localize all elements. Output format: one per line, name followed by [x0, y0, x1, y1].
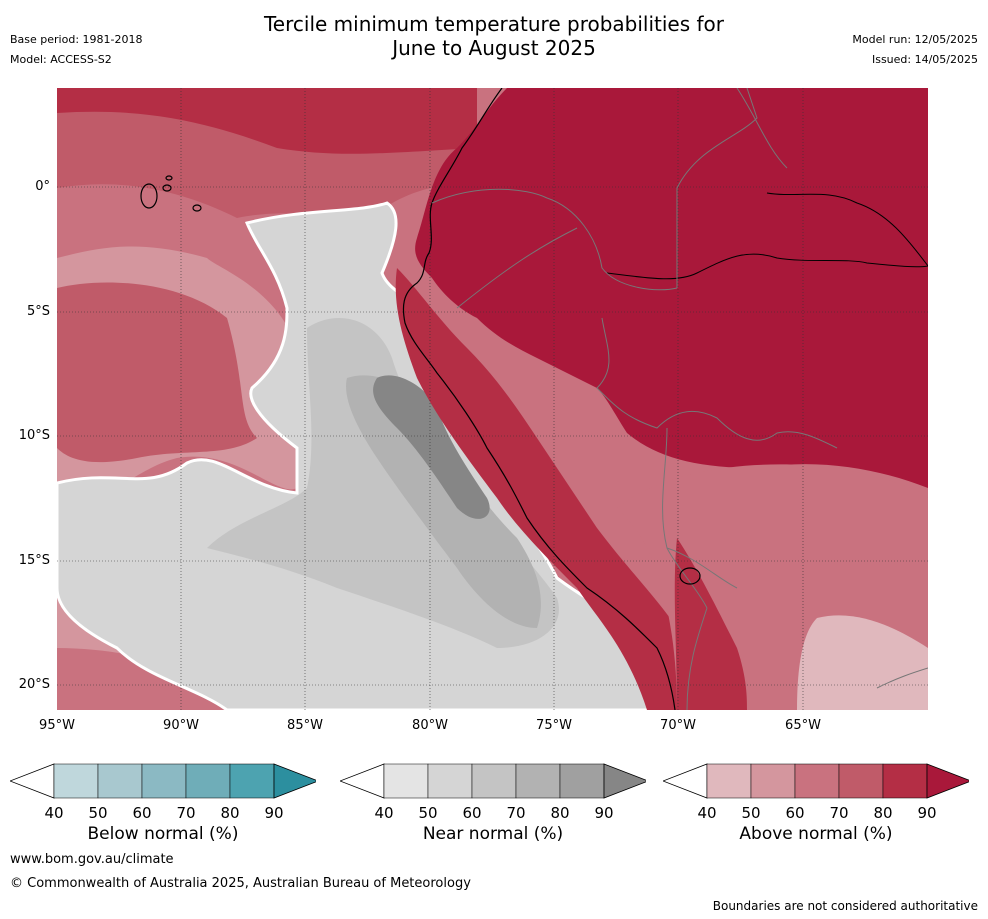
colorbar-swatch	[229, 763, 275, 799]
lon-label-95w: 95°W	[39, 718, 75, 733]
colorbar-extend-low	[661, 763, 708, 799]
lon-label-90w: 90°W	[163, 718, 199, 733]
amazon-river	[606, 192, 928, 280]
lon-label-80w: 80°W	[412, 718, 448, 733]
disclaimer: Boundaries are not considered authoritat…	[712, 899, 978, 913]
colorbar-below-label: Below normal (%)	[87, 824, 239, 844]
colorbar-tick-label: 40	[374, 804, 394, 822]
colorbar-swatch	[559, 763, 605, 799]
colorbar-extend-low	[338, 763, 385, 799]
copyright: © Commonwealth of Australia 2025, Austra…	[10, 876, 471, 891]
colorbar-tick-label: 60	[462, 804, 482, 822]
lat-label-15s: 15°S	[18, 553, 50, 568]
near-normal-70-region	[346, 375, 541, 628]
inland-above-40	[797, 615, 928, 710]
model-run: Model run: 12/05/2025	[852, 33, 978, 46]
title-line-1: Tercile minimum temperature probabilitie…	[263, 12, 725, 36]
land-above-90	[415, 88, 928, 488]
west-above-70	[57, 282, 257, 463]
colorbar-tick-label: 50	[88, 804, 108, 822]
lat-label-20s: 20°S	[18, 677, 50, 692]
issued-date: Issued: 14/05/2025	[871, 53, 978, 66]
lat-label-10s: 10°S	[18, 428, 50, 443]
colorbar-swatch	[97, 763, 143, 799]
colorbar-below-swatches	[8, 763, 320, 799]
colorbar-tick-label: 60	[785, 804, 805, 822]
colorbar-near-ticks: 40 50 60 70 80 90	[340, 804, 646, 824]
colorbar-extend-high	[926, 763, 973, 799]
colorbar-near-label: Near normal (%)	[422, 824, 564, 844]
colorbar-swatch	[53, 763, 99, 799]
colorbar-swatch	[882, 763, 928, 799]
colorbar-above-normal: 40 50 60 70 80 90 Above normal (%)	[661, 762, 973, 874]
colorbar-tick-label: 80	[873, 804, 893, 822]
lat-label-5s: 5°S	[26, 304, 50, 319]
colorbar-swatch	[427, 763, 473, 799]
colorbar-tick-label: 90	[264, 804, 284, 822]
colorbar-above-label: Above normal (%)	[739, 824, 893, 844]
lon-label-85w: 85°W	[287, 718, 323, 733]
colorbar-below-ticks: 40 50 60 70 80 90	[10, 804, 316, 824]
colorbar-tick-label: 70	[829, 804, 849, 822]
model-name: Model: ACCESS-S2	[10, 53, 112, 66]
meta-right: Model run: 12/05/2025 Issued: 14/05/2025	[852, 30, 978, 70]
colorbar-swatch	[794, 763, 840, 799]
lon-label-75w: 75°W	[536, 718, 572, 733]
title-line-2: June to August 2025	[392, 36, 596, 60]
colorbar-tick-label: 70	[176, 804, 196, 822]
probability-map	[57, 88, 928, 710]
lake-titicaca	[679, 567, 701, 585]
lon-label-70w: 70°W	[660, 718, 696, 733]
meta-left: Base period: 1981-2018 Model: ACCESS-S2	[10, 30, 142, 70]
colorbar-tick-label: 90	[917, 804, 937, 822]
colorbar-tick-label: 80	[220, 804, 240, 822]
galapagos-islands	[140, 175, 202, 212]
coastline	[402, 88, 676, 710]
colorbar-tick-label: 90	[594, 804, 614, 822]
graticule	[57, 88, 928, 710]
colorbar-tick-label: 40	[44, 804, 64, 822]
colorbar-extend-high	[273, 763, 320, 799]
colorbar-swatch	[750, 763, 796, 799]
colorbar-tick-label: 50	[418, 804, 438, 822]
colorbar-below-normal: 40 50 60 70 80 90 Below normal (%)	[8, 762, 320, 874]
colorbar-above-ticks: 40 50 60 70 80 90	[663, 804, 969, 824]
colorbar-near-swatches	[338, 763, 650, 799]
colorbar-swatch	[471, 763, 517, 799]
colorbar-near-normal: 40 50 60 70 80 90 Near normal (%)	[338, 762, 650, 874]
colorbar-swatch	[838, 763, 884, 799]
map-title: Tercile minimum temperature probabilitie…	[0, 12, 988, 60]
lat-label-0: 0°	[35, 179, 50, 194]
colorbar-tick-label: 70	[506, 804, 526, 822]
coast-above-80	[395, 268, 677, 710]
colorbar-above-swatches	[661, 763, 973, 799]
map-canvas	[57, 88, 928, 710]
colorbar-swatch	[141, 763, 187, 799]
colorbar-tick-label: 60	[132, 804, 152, 822]
altiplano-above-80	[674, 538, 747, 710]
near-normal-90-region	[373, 375, 490, 519]
colorbar-swatch	[706, 763, 752, 799]
colorbar-extend-high	[603, 763, 650, 799]
colorbar-swatch	[515, 763, 561, 799]
lon-label-65w: 65°W	[785, 718, 821, 733]
colorbar-tick-label: 80	[550, 804, 570, 822]
base-period: Base period: 1981-2018	[10, 33, 143, 46]
colorbar-swatch	[383, 763, 429, 799]
footer-url: www.bom.gov.au/climate	[10, 852, 174, 867]
colorbar-tick-label: 40	[697, 804, 717, 822]
ocean-above-80	[57, 88, 477, 154]
country-borders	[431, 88, 928, 710]
colorbar-tick-label: 50	[741, 804, 761, 822]
colorbar-extend-low	[8, 763, 55, 799]
colorbar-swatch	[185, 763, 231, 799]
